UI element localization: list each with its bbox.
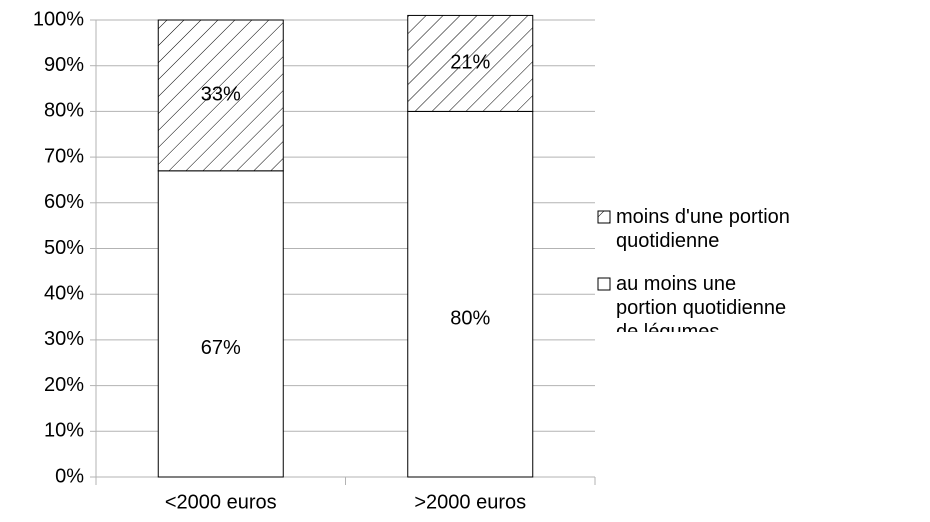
y-tick-label: 70% — [44, 145, 84, 167]
data-label: 21% — [450, 52, 490, 74]
y-tick-label: 90% — [44, 54, 84, 76]
y-tick-label: 30% — [44, 328, 84, 350]
bar-segment — [407, 110, 534, 478]
legend-entry: moins d'une portion quotidienne — [616, 206, 790, 252]
legend-entry: au moins une portion quotidienne de légu… — [616, 273, 787, 332]
legend-swatch — [597, 277, 611, 291]
bar-segment — [407, 14, 534, 112]
y-tick-label: 40% — [44, 282, 84, 304]
y-tick-label: 80% — [44, 100, 84, 122]
legend-label: au moins une portion quotidienne de légu… — [616, 273, 787, 332]
data-label: 80% — [450, 307, 490, 329]
y-tick-label: 0% — [55, 465, 84, 487]
legend-label: moins d'une portion quotidienne — [616, 206, 790, 252]
x-tick-label: <2000 euros — [165, 491, 277, 513]
bar-segment — [157, 170, 284, 478]
y-tick-label: 50% — [44, 237, 84, 259]
y-tick-label: 100% — [33, 8, 84, 30]
data-label: 67% — [201, 337, 241, 359]
x-tick-label: >2000 euros — [414, 491, 526, 513]
bar-segment — [157, 19, 284, 172]
legend-swatch — [597, 210, 611, 224]
data-label: 33% — [201, 84, 241, 106]
y-tick-label: 60% — [44, 191, 84, 213]
y-tick-label: 10% — [44, 420, 84, 442]
y-tick-label: 20% — [44, 374, 84, 396]
